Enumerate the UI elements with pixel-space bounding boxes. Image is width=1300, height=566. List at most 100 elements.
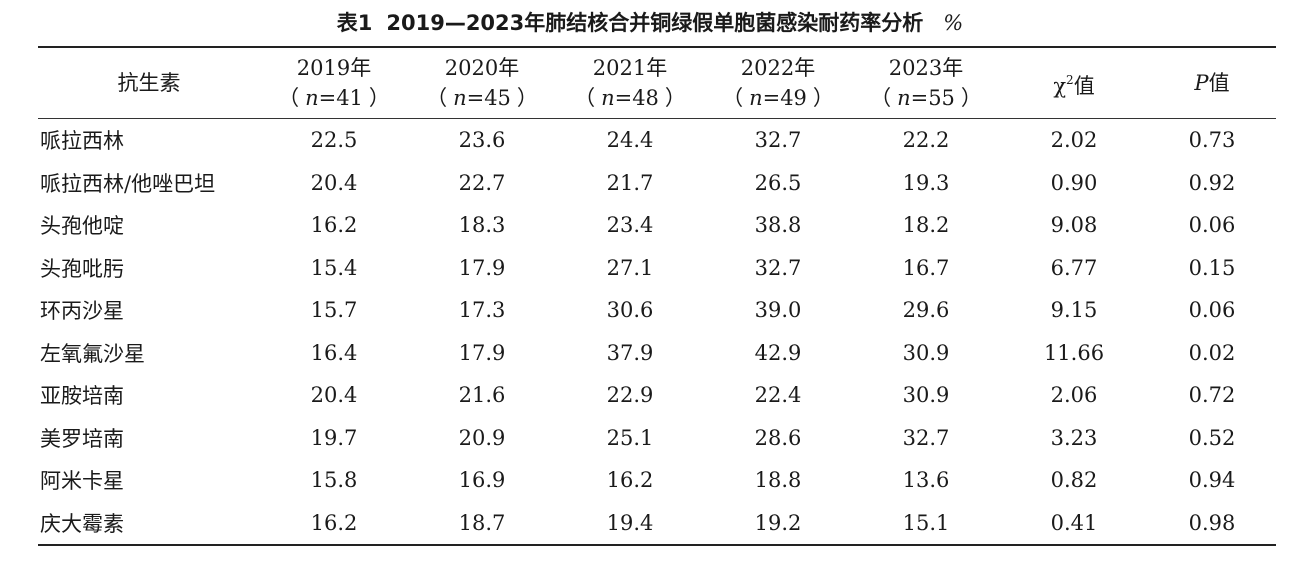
header-year-label: 2023年 [888,56,964,80]
chi-square-cell: 2.06 [1050,383,1098,408]
drug-name-cell: 头孢他啶 [40,214,124,239]
caption-label: 表1 [336,11,373,35]
table-row: 左氧氟沙星 16.4 17.9 37.9 42.9 30.9 11.66 0.02 [38,332,1276,375]
resistance-rate-cell: 18.7 [408,501,556,546]
table-row: 头孢吡肟 15.4 17.9 27.1 32.7 16.7 6.77 0.15 [38,247,1276,290]
chi-square-cell: 9.15 [1050,298,1098,323]
table-body: 哌拉西林 22.5 23.6 24.4 32.7 22.2 2.02 0.73 哌拉西林/他唑巴… [38,119,1276,546]
drug-name-cell: 哌拉西林 [40,129,124,154]
resistance-rate-cell: 23.6 [458,128,506,153]
header-year-label: 2019年 [296,56,372,80]
chi-square-cell: 0.82 [1050,468,1098,493]
resistance-rate-cell: 16.2 [606,468,654,493]
table-row: 亚胺培南 20.4 21.6 22.9 22.4 30.9 2.06 0.72 [38,374,1276,417]
header-year-2021: 2021年 （n=48） [556,46,704,119]
resistance-rate-cell: 30.9 [902,383,950,408]
chi-square-cell: 3.23 [1050,425,1098,450]
resistance-rate-cell: 18.3 [458,213,506,238]
p-value-cell: 0.98 [1148,501,1276,546]
caption-title: 2019—2023年肺结核合并铜绿假单胞菌感染耐药率分析 [386,11,924,35]
chi-square-cell: 9.08 [1050,213,1098,238]
resistance-rate-cell: 27.1 [606,255,654,280]
resistance-rate-cell: 29.6 [902,298,950,323]
p-value-cell: 0.15 [1188,255,1236,280]
resistance-rate-cell: 30.9 [902,340,950,365]
drug-name-cell: 美罗培南 [40,426,124,451]
resistance-rate-cell: 17.9 [458,340,506,365]
header-year-label: 2020年 [444,56,520,80]
table-caption: 表1 2019—2023年肺结核合并铜绿假单胞菌感染耐药率分析% [0,8,1300,38]
header-p-value: P值 [1148,46,1276,119]
drug-name-cell: 庆大霉素 [38,501,260,546]
resistance-rate-cell: 39.0 [754,298,802,323]
header-year-2019: 2019年 （n=41） [260,46,408,119]
resistance-rate-cell: 16.4 [310,340,358,365]
header-sample-size: （n=49） [722,86,834,110]
drug-name-cell: 亚胺培南 [40,384,124,409]
resistance-rate-cell: 17.9 [458,255,506,280]
table-row: 庆大霉素 16.2 18.7 19.4 19.2 15.1 0.41 0.98 [38,501,1276,546]
resistance-rate-cell: 32.7 [902,425,950,450]
header-sample-size: （n=48） [574,86,686,110]
drug-name-cell: 左氧氟沙星 [40,341,145,366]
resistance-rate-cell: 22.5 [310,128,358,153]
resistance-rate-cell: 20.4 [310,383,358,408]
header-year-2022: 2022年 （n=49） [704,46,852,119]
resistance-rate-cell: 13.6 [902,468,950,493]
resistance-rate-cell: 19.7 [310,425,358,450]
resistance-rate-cell: 25.1 [606,425,654,450]
header-sample-size: （n=41） [278,86,390,110]
resistance-rate-cell: 26.5 [754,170,802,195]
p-value-cell: 0.92 [1188,170,1236,195]
header-year-label: 2021年 [592,56,668,80]
chi-square-cell: 11.66 [1043,340,1105,365]
resistance-rate-cell: 16.9 [458,468,506,493]
resistance-rate-cell: 20.4 [310,170,358,195]
resistance-rate-cell: 37.9 [606,340,654,365]
resistance-rate-cell: 15.4 [310,255,358,280]
drug-name-cell: 哌拉西林/他唑巴坦 [40,171,216,196]
p-value-cell: 0.06 [1188,298,1236,323]
chi-square-cell: 6.77 [1050,255,1098,280]
resistance-rate-cell: 18.8 [754,468,802,493]
resistance-rate-cell: 32.7 [754,255,802,280]
resistance-rate-cell: 20.9 [458,425,506,450]
resistance-rate-cell: 19.4 [556,501,704,546]
header-drug: 抗生素 [38,46,260,119]
resistance-rate-cell: 16.2 [260,501,408,546]
resistance-rate-cell: 38.8 [754,213,802,238]
resistance-rate-cell: 17.3 [458,298,506,323]
resistance-rate-cell: 22.2 [902,128,950,153]
resistance-rate-cell: 15.8 [310,468,358,493]
table-row: 环丙沙星 15.7 17.3 30.6 39.0 29.6 9.15 0.06 [38,289,1276,332]
resistance-rate-cell: 22.7 [458,170,506,195]
table-row: 哌拉西林 22.5 23.6 24.4 32.7 22.2 2.02 0.73 [38,119,1276,162]
table-row: 哌拉西林/他唑巴坦 20.4 22.7 21.7 26.5 19.3 0.90 0.92 [38,162,1276,205]
caption-unit: % [943,11,964,35]
resistance-rate-cell: 24.4 [606,128,654,153]
resistance-rate-cell: 21.6 [458,383,506,408]
p-value-cell: 0.06 [1188,213,1236,238]
header-sample-size: （n=45） [426,86,538,110]
drug-name-cell: 环丙沙星 [40,299,124,324]
p-value-cell: 0.94 [1188,468,1236,493]
chi-square-cell: 0.41 [1000,501,1148,546]
drug-name-cell: 头孢吡肟 [40,256,124,281]
resistance-rate-cell: 19.2 [704,501,852,546]
resistance-rate-cell: 21.7 [606,170,654,195]
chi-square-cell: 0.90 [1050,170,1098,195]
table-row: 头孢他啶 16.2 18.3 23.4 38.8 18.2 9.08 0.06 [38,204,1276,247]
header-year-2020: 2020年 （n=45） [408,46,556,119]
resistance-rate-cell: 28.6 [754,425,802,450]
header-year-2023: 2023年 （n=55） [852,46,1000,119]
resistance-rate-cell: 16.2 [310,213,358,238]
resistance-rate-cell: 16.7 [902,255,950,280]
resistance-rate-cell: 18.2 [902,213,950,238]
resistance-rate-cell: 42.9 [754,340,802,365]
resistance-rate-cell: 15.1 [852,501,1000,546]
table-row: 美罗培南 19.7 20.9 25.1 28.6 32.7 3.23 0.52 [38,417,1276,460]
header-year-label: 2022年 [740,56,816,80]
p-value-cell: 0.73 [1188,128,1236,153]
resistance-rate-cell: 19.3 [902,170,950,195]
resistance-rate-cell: 22.9 [606,383,654,408]
